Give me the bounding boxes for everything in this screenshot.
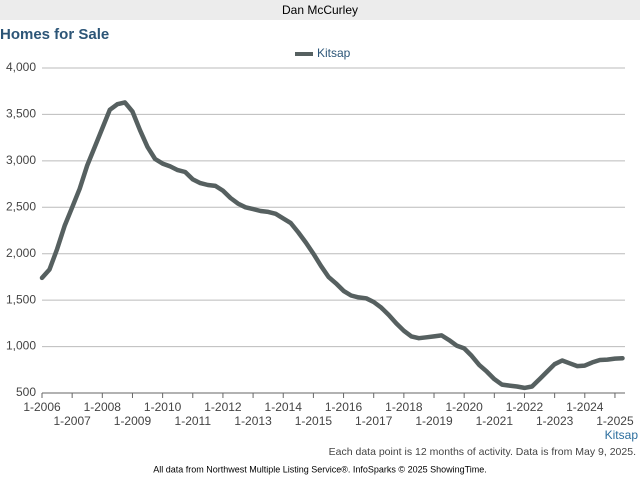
chart-title: Homes for Sale bbox=[0, 26, 109, 43]
x-tick-label: 1-2012 bbox=[204, 400, 242, 414]
x-tick-label: 1-2011 bbox=[175, 414, 212, 428]
x-tick-label: 1-2018 bbox=[385, 400, 423, 414]
y-tick-label: 3,500 bbox=[6, 107, 36, 121]
x-tick-label: 1-2017 bbox=[355, 414, 393, 428]
x-tick-label: 1-2013 bbox=[234, 414, 272, 428]
y-tick-label: 1,500 bbox=[6, 292, 36, 306]
note: Each data point is 12 months of activity… bbox=[329, 446, 636, 458]
x-tick-label: 1-2021 bbox=[476, 414, 514, 428]
x-tick-label: 1-2008 bbox=[84, 400, 122, 414]
x-tick-label: 1-2019 bbox=[415, 414, 453, 428]
x-tick-label: 1-2015 bbox=[295, 414, 333, 428]
header-bar bbox=[0, 0, 640, 20]
x-tick-label: 1-2007 bbox=[53, 414, 91, 428]
x-tick-label: 1-2014 bbox=[265, 400, 303, 414]
y-tick-label: 2,000 bbox=[6, 246, 36, 260]
y-tick-label: 2,500 bbox=[6, 199, 36, 213]
y-tick-label: 500 bbox=[16, 385, 36, 399]
x-tick-label: 1-2020 bbox=[445, 400, 483, 414]
legend-label: Kitsap bbox=[317, 46, 351, 60]
x-tick-label: 1-2024 bbox=[566, 400, 604, 414]
y-tick-label: 1,000 bbox=[6, 339, 36, 353]
series-line bbox=[39, 100, 625, 391]
x-tick-label: 1-2010 bbox=[144, 400, 182, 414]
x-tick-label: 1-2025 bbox=[596, 414, 634, 428]
x-tick-label: 1-2006 bbox=[23, 400, 61, 414]
y-tick-label: 4,000 bbox=[6, 60, 36, 74]
header: Dan McCurley bbox=[282, 3, 358, 17]
corner-label: Kitsap bbox=[605, 428, 639, 442]
x-tick-label: 1-2022 bbox=[506, 400, 544, 414]
x-tick-label: 1-2016 bbox=[325, 400, 363, 414]
source: All data from Northwest Multiple Listing… bbox=[153, 464, 487, 474]
x-tick-label: 1-2009 bbox=[114, 414, 152, 428]
y-tick-label: 3,000 bbox=[6, 153, 36, 167]
x-tick-label: 1-2023 bbox=[536, 414, 574, 428]
